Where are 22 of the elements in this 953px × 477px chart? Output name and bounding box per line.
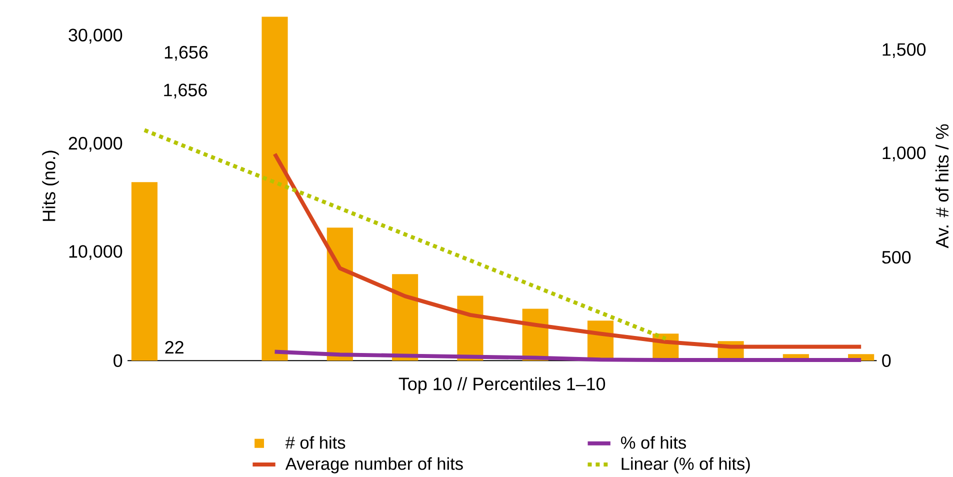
- y2-tick-label: 1,000: [882, 146, 926, 162]
- bar: [392, 274, 418, 361]
- bar: [262, 16, 288, 361]
- annotation: 22: [165, 340, 184, 354]
- y-tick-label: 20,000: [68, 136, 122, 152]
- legend-label: # of hits: [285, 436, 346, 449]
- y2-axis-title: Av. # of hits / %: [935, 124, 949, 248]
- y-axis-title: Hits (no.): [42, 150, 59, 221]
- legend-label: Linear (% of hits): [622, 457, 750, 474]
- legend-label: % of hits: [621, 436, 686, 449]
- bar: [326, 228, 353, 361]
- y2-tick-label: 500: [882, 250, 911, 264]
- legend-label: Average number of hits: [285, 457, 463, 474]
- annotation: 1,656: [164, 84, 207, 98]
- y2-tick-label: 1,500: [882, 43, 926, 58]
- bar: [131, 182, 158, 361]
- x-axis-title: Top 10 // Percentiles 1–10: [398, 377, 606, 394]
- y2-tick-label: 0: [882, 354, 891, 367]
- y-tick-label: 30,000: [68, 28, 122, 44]
- annotation: 1,656: [164, 46, 208, 61]
- y-tick-label: 10,000: [69, 245, 122, 260]
- y-tick-label: 0: [114, 354, 122, 367]
